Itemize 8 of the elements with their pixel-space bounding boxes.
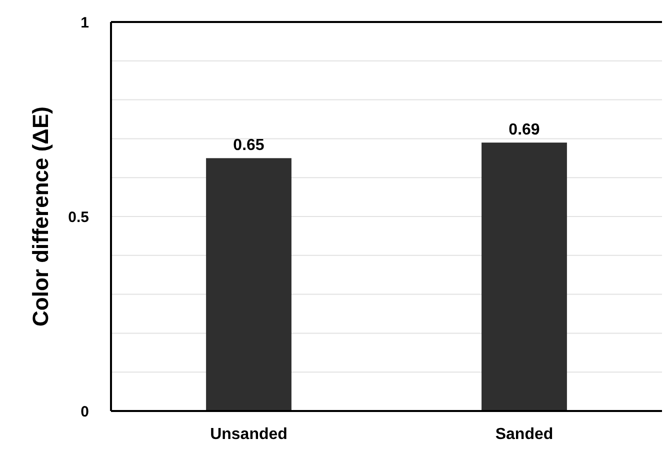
y-tick-label: 0: [80, 403, 89, 420]
y-tick-label: 0.5: [68, 208, 89, 226]
x-tick-label: Unsanded: [210, 426, 288, 443]
x-tick-label: Sanded: [495, 426, 554, 443]
y-tick-label: 1: [80, 14, 89, 32]
data-label: 0.65: [233, 137, 264, 154]
data-label: 0.69: [508, 122, 540, 139]
y-axis-title: Color difference (ΔE): [28, 106, 53, 326]
